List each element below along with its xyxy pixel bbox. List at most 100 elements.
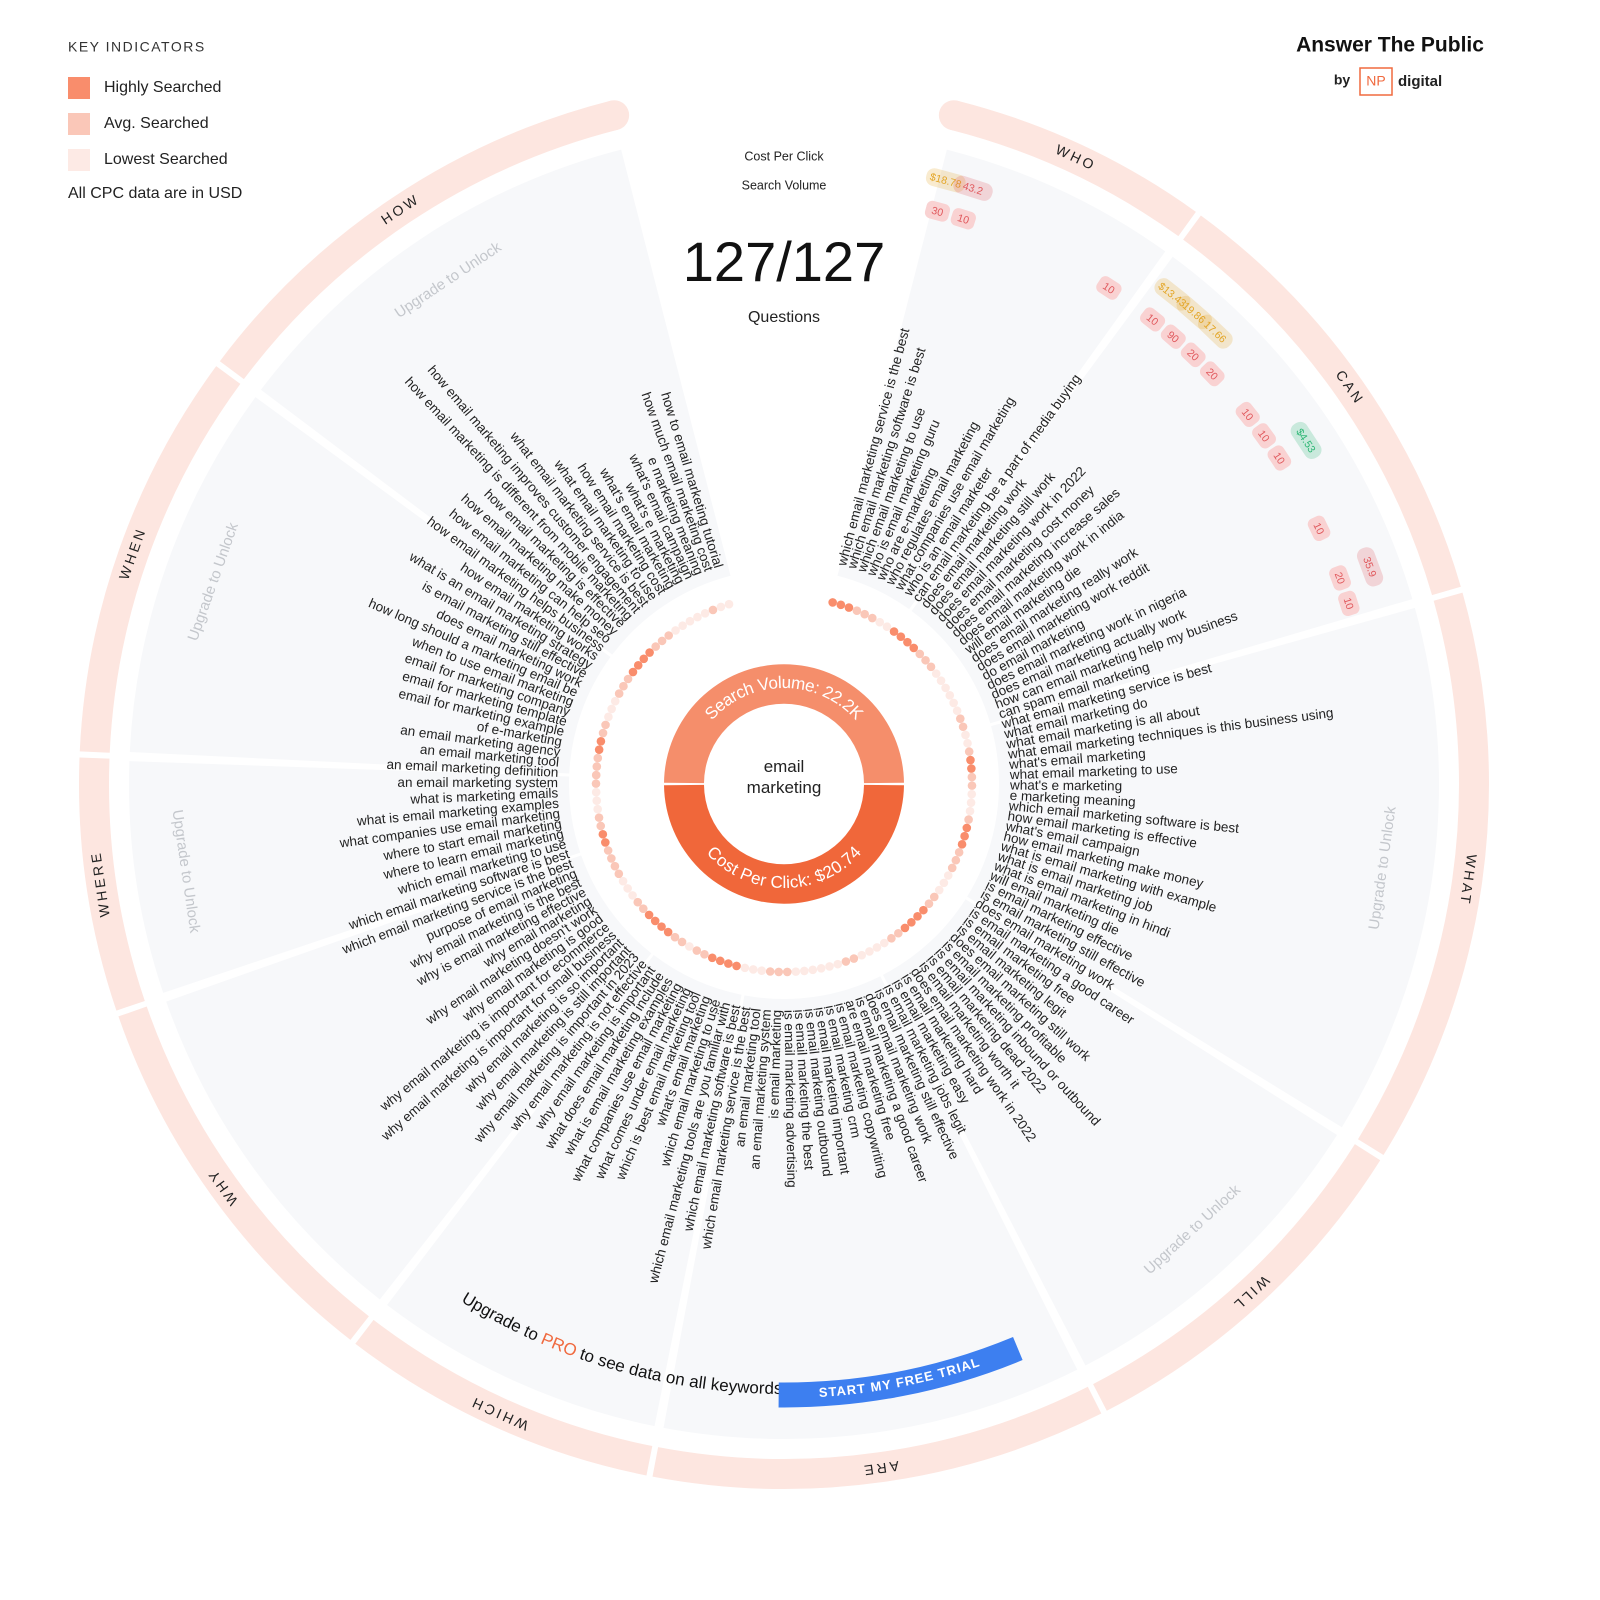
- search-level-dot: [633, 897, 643, 907]
- segment-wedge: [911, 256, 1413, 724]
- search-level-dot: [638, 904, 648, 913]
- search-level-dot: [598, 829, 608, 839]
- search-level-dot: [945, 691, 955, 700]
- search-level-dot: [828, 598, 837, 607]
- search-level-dot: [852, 606, 862, 616]
- cpc-badge-bg: [953, 175, 993, 201]
- search-level-dot: [791, 967, 801, 976]
- search-level-dot: [800, 966, 809, 976]
- search-level-dot: [623, 674, 633, 684]
- search-level-dot: [610, 861, 620, 871]
- segment-wedge: [129, 397, 611, 774]
- search-level-dot: [700, 950, 709, 959]
- segment-wedge: [166, 855, 652, 1300]
- volume-badge-bg: [1252, 423, 1276, 449]
- cpc-badge-bg: [1176, 295, 1213, 330]
- search-level-dot: [591, 787, 601, 797]
- volume-badge: 10: [1140, 307, 1166, 332]
- search-level-dot: [964, 747, 974, 756]
- volume-badge: 10: [1338, 590, 1360, 617]
- question: is email marketing advertising: [781, 1010, 799, 1188]
- background-layer: [79, 100, 1489, 1489]
- search-level-dot: [951, 855, 961, 865]
- search-level-dot: [882, 622, 892, 632]
- question: what email marketing to use: [1009, 761, 1179, 782]
- volume-badge: 10: [1096, 276, 1122, 300]
- search-level-dot: [947, 863, 957, 873]
- brand-digital: digital: [1398, 73, 1442, 90]
- volume-value: 10: [1341, 596, 1356, 611]
- search-level-dot: [833, 959, 843, 969]
- search-volume-half: [664, 664, 904, 784]
- search-level-dot: [929, 892, 939, 902]
- search-level-dot: [740, 963, 750, 973]
- volume-badge-bg: [1338, 590, 1360, 617]
- search-level-dot: [907, 917, 916, 927]
- search-level-dot: [700, 609, 710, 618]
- cpc-badge-bg: [1154, 278, 1191, 311]
- search-level-dot: [708, 605, 718, 615]
- search-level-dot: [693, 612, 702, 622]
- search-level-dot: [960, 831, 969, 841]
- search-level-dot: [872, 943, 882, 952]
- search-level-dot: [949, 698, 958, 708]
- search-level-dot: [889, 627, 899, 636]
- volume-badge-bg: [1180, 342, 1206, 368]
- search-level-dot: [724, 599, 734, 609]
- legend: Highly Searched Avg. Searched Lowest Searc…: [68, 77, 228, 171]
- search-level-dot: [849, 954, 859, 963]
- search-level-dot: [931, 669, 941, 678]
- legend-swatch: [68, 77, 90, 99]
- search-level-dot: [939, 878, 949, 888]
- question: e marketing meaning: [1009, 788, 1136, 810]
- search-level-dot: [604, 712, 613, 722]
- search-level-dot: [844, 603, 854, 612]
- search-level-dot: [677, 937, 687, 947]
- volume-badge: 10: [950, 208, 976, 230]
- search-level-dot: [875, 617, 885, 627]
- search-level-dot: [919, 905, 928, 915]
- legend-label: Avg. Searched: [104, 115, 209, 132]
- search-level-dot: [894, 928, 903, 938]
- free-trial-button-bg: [778, 1336, 1023, 1408]
- search-level-dot: [808, 965, 818, 975]
- search-level-dot: [663, 927, 673, 937]
- ring-cap: [938, 100, 969, 131]
- search-level-dot: [685, 616, 695, 626]
- search-level-dot: [967, 772, 977, 782]
- search-level-dot: [732, 961, 741, 971]
- search-level-dot: [865, 947, 874, 956]
- segment-ring: [1183, 215, 1461, 596]
- volume-badge-bg: [1267, 445, 1292, 471]
- search-level-dot: [966, 755, 975, 765]
- volume-badge: 20: [1329, 565, 1351, 591]
- volume-badge-bg: [1160, 324, 1186, 349]
- cpc-value: 43.2: [961, 180, 984, 198]
- search-level-dot: [592, 796, 602, 805]
- volume-badge-bg: [950, 208, 976, 230]
- search-level-dot: [601, 720, 610, 730]
- brand-name: Answer The Public: [1296, 34, 1484, 57]
- search-level-dot: [924, 899, 934, 908]
- volume-badge: 10: [1307, 515, 1331, 542]
- question-count-label: Questions: [748, 309, 820, 326]
- segment-label: WHAT: [1457, 853, 1480, 907]
- volume-badge-bg: [1140, 307, 1166, 332]
- volume-badge: 10: [1235, 401, 1260, 427]
- brand-np-box: [1359, 67, 1393, 96]
- search-level-dot: [926, 662, 936, 672]
- search-level-dot: [594, 813, 604, 822]
- search-level-dot: [628, 667, 638, 677]
- volume-badge: 10: [1252, 423, 1276, 449]
- search-level-dot: [961, 730, 970, 740]
- segment-ring: [1357, 592, 1489, 1155]
- search-level-dot: [644, 910, 654, 920]
- segment-ring: [79, 757, 145, 1011]
- question-count: 127/127: [683, 230, 885, 293]
- segment-ring: [1093, 1144, 1381, 1411]
- search-level-dot: [887, 933, 896, 943]
- volume-badge-bg: [924, 200, 951, 222]
- search-level-dot: [678, 621, 687, 630]
- volume-value: 10: [956, 212, 971, 227]
